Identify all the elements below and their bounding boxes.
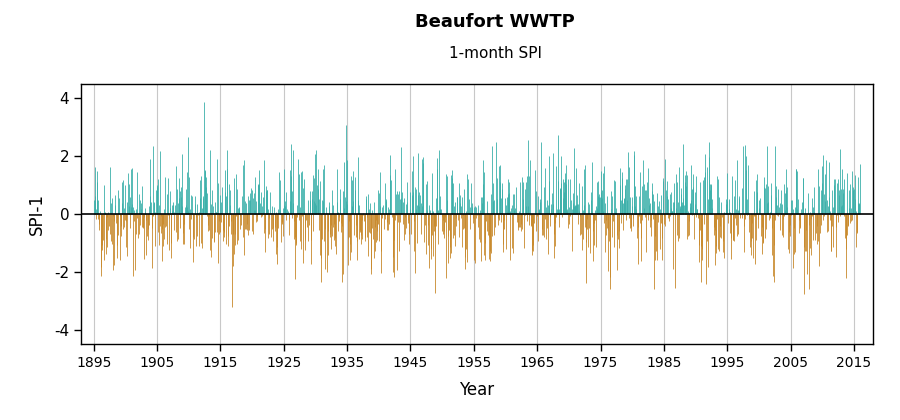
- Text: Beaufort WWTP: Beaufort WWTP: [415, 13, 575, 31]
- Y-axis label: SPI-1: SPI-1: [28, 193, 46, 235]
- Text: 1-month SPI: 1-month SPI: [448, 46, 542, 61]
- X-axis label: Year: Year: [459, 381, 495, 399]
